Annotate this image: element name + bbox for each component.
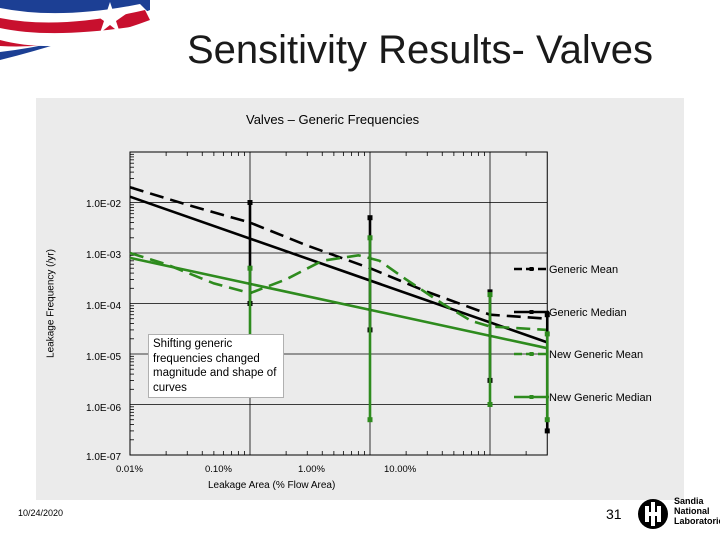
error-bar-cap-high <box>544 312 550 318</box>
error-bar-cap-low <box>367 417 373 423</box>
y-tick-label: 1.0E-05 <box>86 352 122 363</box>
flag-decoration-icon <box>0 0 150 60</box>
error-bar-cap-high <box>367 215 373 221</box>
error-bar-cap-high <box>487 292 493 298</box>
logo-text: Sandia National Laboratories <box>674 496 720 526</box>
series-line-new-generic-mean <box>129 251 548 332</box>
y-tick-label: 1.0E-06 <box>86 403 122 414</box>
legend-marker <box>529 395 534 399</box>
error-bar-cap-high <box>544 331 550 337</box>
plot-area <box>129 151 550 456</box>
chart-panel: Valves – Generic Frequencies 1.0E-02 1.0… <box>36 98 684 500</box>
slide-title: Sensitivity Results- Valves <box>186 28 654 72</box>
sandia-logo-icon <box>638 499 668 529</box>
legend-marker <box>529 352 534 356</box>
x-tick-label: 1.00% <box>298 464 325 475</box>
error-bar-cap-high <box>247 200 253 205</box>
series-line-generic-median <box>129 195 548 344</box>
slide-date: 10/24/2020 <box>18 508 64 518</box>
legend-marker <box>529 267 534 271</box>
page-number: 31 <box>606 506 622 522</box>
logo-text-line: Sandia <box>674 496 704 506</box>
error-bar-cap-high <box>367 235 373 241</box>
legend-label-generic-median: Generic Median <box>549 307 627 319</box>
error-bar-cap-high <box>487 289 493 295</box>
series-line-generic-mean <box>129 186 548 320</box>
legend-label-new-generic-median: New Generic Median <box>549 392 652 404</box>
error-bar-cap-high <box>247 265 253 271</box>
x-tick-label: 0.01% <box>116 464 143 475</box>
error-bar-cap-low <box>544 417 550 423</box>
sandia-logo: Sandia National Laboratories <box>636 494 720 536</box>
logo-text-line: National <box>674 506 710 516</box>
y-tick-label: 1.0E-03 <box>86 250 122 261</box>
x-tick-label: 0.10% <box>205 464 232 475</box>
error-bar-cap-low <box>487 402 493 407</box>
legend-label-generic-mean: Generic Mean <box>549 264 619 276</box>
annotation-box: Shifting generic frequencies changed mag… <box>148 334 284 398</box>
y-tick-label: 1.0E-02 <box>86 199 122 210</box>
series-line-new-generic-median <box>129 256 548 350</box>
chart-title: Valves – Generic Frequencies <box>246 112 420 127</box>
y-tick-label: 1.0E-07 <box>86 452 122 463</box>
legend-label-new-generic-mean: New Generic Mean <box>549 349 644 361</box>
y-tick-label: 1.0E-04 <box>86 301 122 312</box>
legend-marker <box>529 310 534 314</box>
x-axis-label: Leakage Area (% Flow Area) <box>208 480 336 491</box>
logo-text-line: Laboratories <box>674 516 720 526</box>
error-bar-cap-low <box>544 428 550 434</box>
x-tick-label: 10.00% <box>384 464 417 475</box>
